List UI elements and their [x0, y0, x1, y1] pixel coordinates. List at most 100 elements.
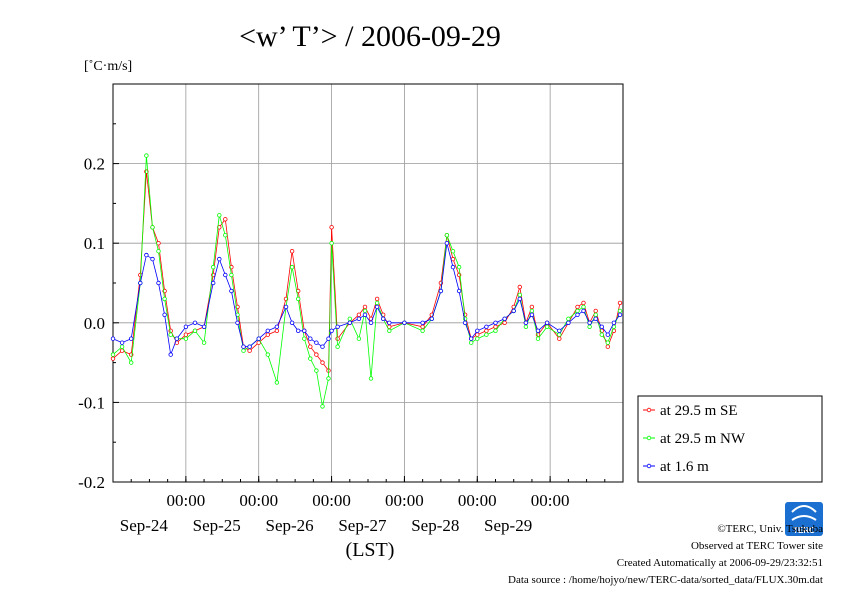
- data-point: [387, 320, 392, 325]
- data-point: [119, 344, 125, 349]
- terc-logo-text: TERC: [793, 526, 815, 535]
- data-point: [517, 292, 522, 298]
- data-source-text: Data source : /home/hojyo/new/TERC-data/…: [508, 574, 823, 586]
- data-point: [374, 304, 380, 310]
- data-point: [156, 280, 161, 286]
- data-point: [329, 225, 334, 230]
- data-point: [150, 225, 155, 230]
- data-point: [462, 320, 468, 325]
- data-point: [274, 324, 280, 329]
- data-point: [192, 328, 198, 333]
- data-point: [308, 336, 313, 341]
- series-1: [110, 169, 623, 373]
- series-3: [110, 240, 623, 357]
- x-tick-date-label: Sep-24: [120, 516, 169, 535]
- data-point: [347, 316, 352, 321]
- data-point: [581, 308, 586, 314]
- data-point: [314, 340, 319, 345]
- data-point: [347, 320, 352, 325]
- data-point: [469, 336, 474, 341]
- data-point: [302, 328, 307, 333]
- data-point: [168, 352, 173, 357]
- plot-area: [112, 83, 624, 483]
- data-point: [314, 368, 319, 373]
- data-point: [329, 240, 334, 246]
- x-tick-time-label: 00:00: [312, 491, 351, 510]
- y-unit-label: [˚C·m/s]: [84, 59, 132, 74]
- y-tick-label: 0.2: [84, 155, 105, 174]
- series-group: [110, 153, 623, 409]
- data-point: [523, 320, 529, 325]
- terc-logo: TERC: [785, 502, 823, 536]
- data-point: [575, 312, 580, 317]
- legend-swatch-marker: [646, 407, 652, 413]
- data-point: [575, 308, 580, 314]
- data-point: [119, 348, 125, 353]
- data-point: [529, 304, 535, 310]
- data-point: [223, 232, 228, 238]
- y-tick-label: 0.0: [84, 314, 105, 333]
- data-point: [356, 336, 362, 341]
- data-point: [493, 324, 498, 329]
- data-point: [493, 328, 498, 333]
- data-point: [144, 252, 149, 258]
- data-point: [320, 404, 325, 409]
- x-tick-time-label: 00:00: [385, 491, 424, 510]
- x-tick-date-label: Sep-29: [484, 516, 532, 535]
- data-point: [456, 288, 462, 294]
- data-point: [484, 324, 489, 329]
- x-axis-label: (LST): [346, 539, 395, 561]
- data-point: [362, 308, 368, 314]
- data-point: [475, 328, 480, 333]
- data-point: [150, 256, 155, 262]
- observed-text: Observed at TERC Tower site: [691, 540, 823, 552]
- copyright-text: ©TERC, Univ. Tsukuba: [717, 523, 823, 535]
- legend-swatch-marker: [646, 463, 652, 469]
- data-point: [502, 320, 507, 325]
- data-point: [265, 332, 270, 337]
- data-point: [599, 324, 604, 329]
- data-point: [402, 320, 407, 325]
- data-point: [289, 320, 295, 325]
- data-point: [335, 344, 340, 349]
- data-point: [557, 328, 562, 333]
- data-point: [217, 213, 222, 218]
- data-point: [274, 380, 280, 385]
- data-point: [420, 328, 425, 333]
- data-point: [387, 328, 392, 333]
- data-point: [523, 324, 529, 329]
- data-point: [110, 352, 116, 357]
- data-point: [593, 316, 598, 321]
- data-point: [450, 248, 456, 254]
- data-point: [502, 316, 507, 321]
- data-point: [229, 288, 234, 294]
- data-point: [302, 336, 307, 341]
- data-point: [438, 288, 444, 294]
- legend-label: at 1.6 m: [660, 459, 709, 475]
- data-point: [611, 320, 617, 325]
- legend-box: [637, 395, 823, 483]
- data-point: [593, 312, 598, 317]
- data-point: [192, 320, 198, 325]
- data-point: [356, 312, 362, 317]
- legend: at 29.5 m SE at 29.5 m NW at 1.6 m: [637, 395, 823, 483]
- data-point: [210, 280, 216, 286]
- data-point: [223, 217, 228, 222]
- data-point: [368, 320, 374, 325]
- data-point: [566, 316, 571, 321]
- data-point: [326, 376, 331, 381]
- data-point: [444, 240, 450, 246]
- data-point: [511, 308, 516, 314]
- data-point: [128, 360, 134, 365]
- data-point: [420, 324, 425, 329]
- series-line: [112, 171, 621, 372]
- data-point: [450, 264, 456, 270]
- data-point: [469, 340, 474, 345]
- data-point: [484, 332, 489, 337]
- data-point: [229, 272, 234, 278]
- data-point: [308, 356, 313, 361]
- data-point: [544, 320, 550, 325]
- data-point: [381, 316, 386, 321]
- data-point: [241, 348, 246, 353]
- data-point: [174, 336, 179, 341]
